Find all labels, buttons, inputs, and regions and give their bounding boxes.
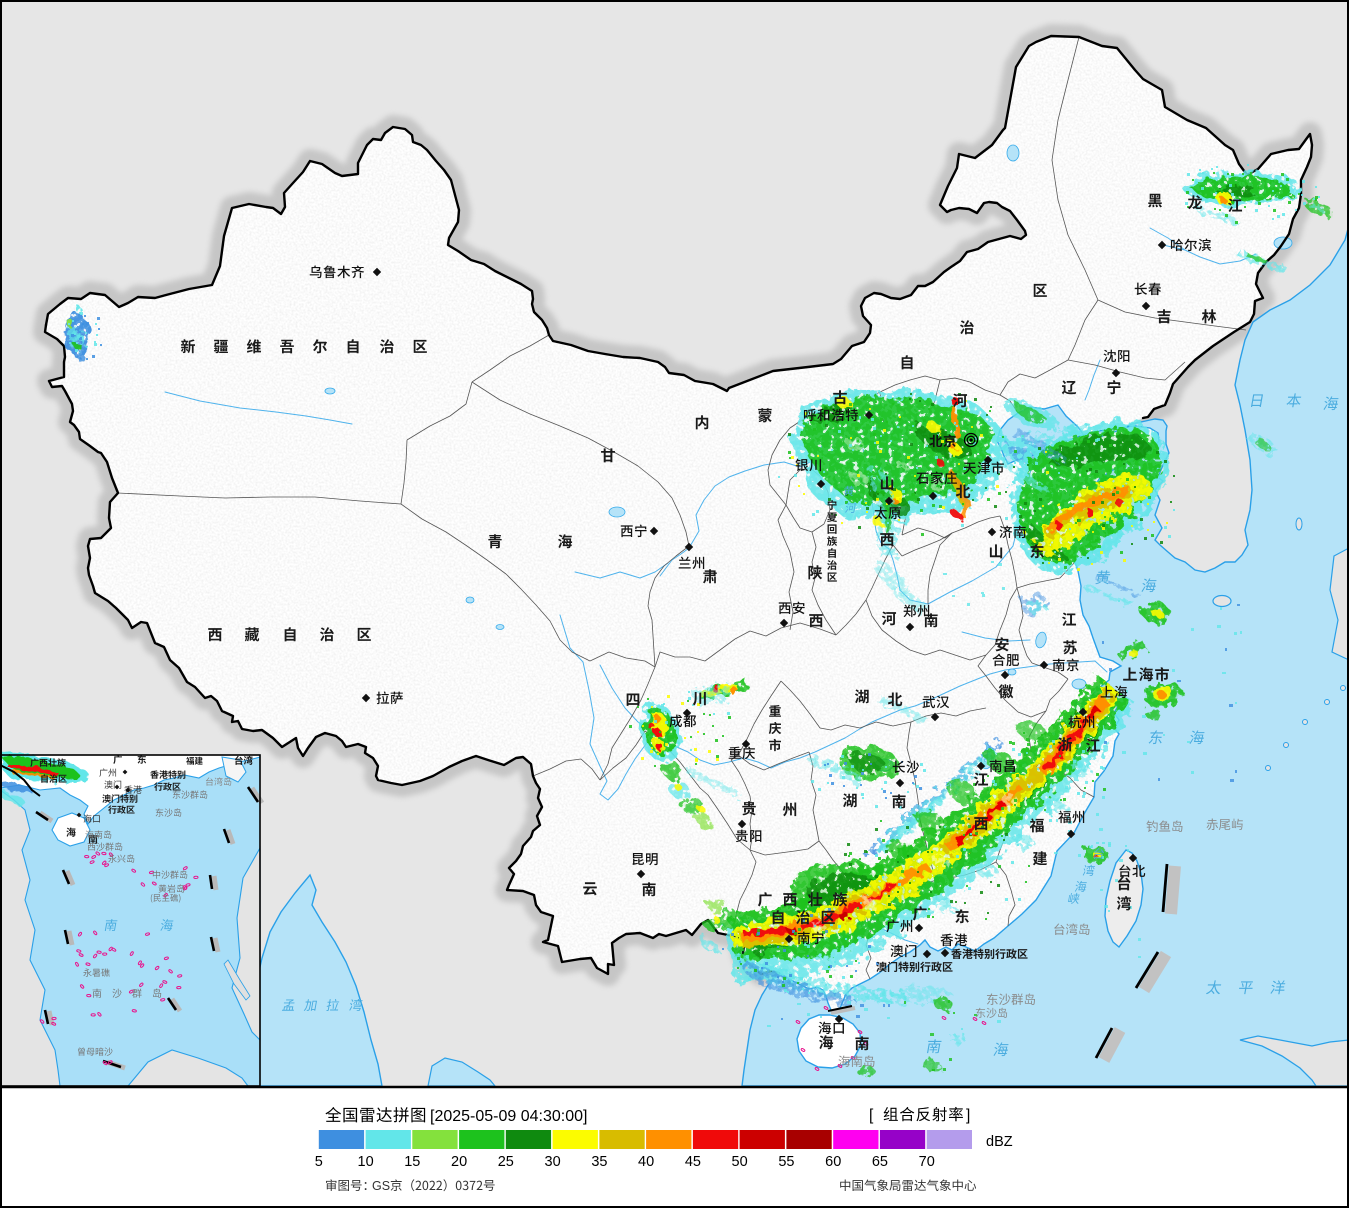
svg-text:GS: GS (372, 1179, 390, 1193)
svg-text:10: 10 (358, 1154, 374, 1170)
svg-text:25: 25 (498, 1154, 514, 1170)
svg-text:50: 50 (732, 1154, 748, 1170)
svg-text:40: 40 (638, 1154, 654, 1170)
svg-text:15: 15 (404, 1154, 420, 1170)
svg-text:35: 35 (591, 1154, 607, 1170)
svg-text:[: [ (869, 1107, 874, 1124)
svg-text:5: 5 (315, 1154, 323, 1170)
svg-text:60: 60 (825, 1154, 841, 1170)
svg-text:45: 45 (685, 1154, 701, 1170)
svg-text:dBZ: dBZ (986, 1134, 1013, 1150)
svg-text:30: 30 (545, 1154, 561, 1170)
svg-text:70: 70 (919, 1154, 935, 1170)
svg-text:55: 55 (778, 1154, 794, 1170)
svg-text:[2025-05-09 04:30:00]: [2025-05-09 04:30:00] (430, 1108, 587, 1125)
svg-text:]: ] (966, 1107, 970, 1124)
svg-text:20: 20 (451, 1154, 467, 1170)
svg-text:65: 65 (872, 1154, 888, 1170)
